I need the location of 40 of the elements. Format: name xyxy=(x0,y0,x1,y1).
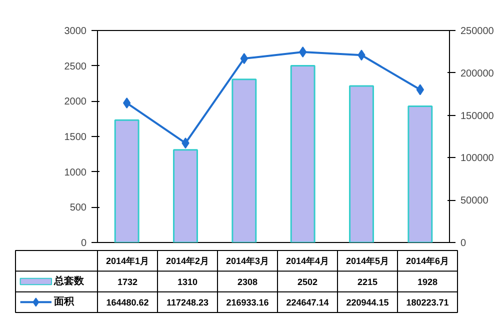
y2-tick-label: 100000 xyxy=(460,153,494,164)
y-tick-label: 3000 xyxy=(64,26,87,37)
bar xyxy=(349,85,374,242)
data-label: 224647.14 xyxy=(286,298,329,308)
bar xyxy=(114,119,140,242)
data-label: 164480.62 xyxy=(106,298,149,308)
data-label: 2308 xyxy=(237,277,258,287)
legend-label: 总套数 xyxy=(52,275,85,287)
y2-tick-label: 200000 xyxy=(460,68,494,80)
data-label: 1310 xyxy=(177,277,198,287)
y-tick-label: 500 xyxy=(70,202,87,214)
y2-tick-label: 0 xyxy=(460,238,466,249)
y2-tick-label: 250000 xyxy=(460,26,494,37)
y2-tick-label: 50000 xyxy=(460,196,489,207)
data-label: 216933.16 xyxy=(226,298,269,308)
data-label: 220944.15 xyxy=(346,298,389,308)
data-label: 1928 xyxy=(417,277,438,287)
y-tick-label: 1500 xyxy=(64,132,87,143)
y-tick-label: 0 xyxy=(80,238,87,249)
x-tick-label: 2014年6月 xyxy=(406,256,450,266)
bar xyxy=(408,106,433,242)
x-tick-label: 2014年5月 xyxy=(346,256,390,266)
point xyxy=(299,46,307,58)
y-tick-label: 1000 xyxy=(64,167,87,178)
bar xyxy=(290,64,316,242)
data-label: 117248.23 xyxy=(166,298,209,308)
data-label: 2215 xyxy=(357,277,378,287)
bar xyxy=(232,78,257,242)
data-label: 2502 xyxy=(297,277,318,287)
bar xyxy=(173,149,198,242)
x-tick-label: 2014年3月 xyxy=(226,256,270,266)
y2-tick-label: 150000 xyxy=(460,110,494,122)
x-tick-label: 2014年4月 xyxy=(286,256,330,266)
data-label: 1732 xyxy=(117,277,138,287)
x-tick-label: 2014年1月 xyxy=(106,256,150,266)
y-tick-label: 2500 xyxy=(64,61,87,72)
legend-label: 面积 xyxy=(52,296,75,308)
x-tick-label: 2014年2月 xyxy=(166,256,210,266)
y-tick-label: 2000 xyxy=(64,96,87,108)
data-label: 180223.71 xyxy=(406,298,449,308)
